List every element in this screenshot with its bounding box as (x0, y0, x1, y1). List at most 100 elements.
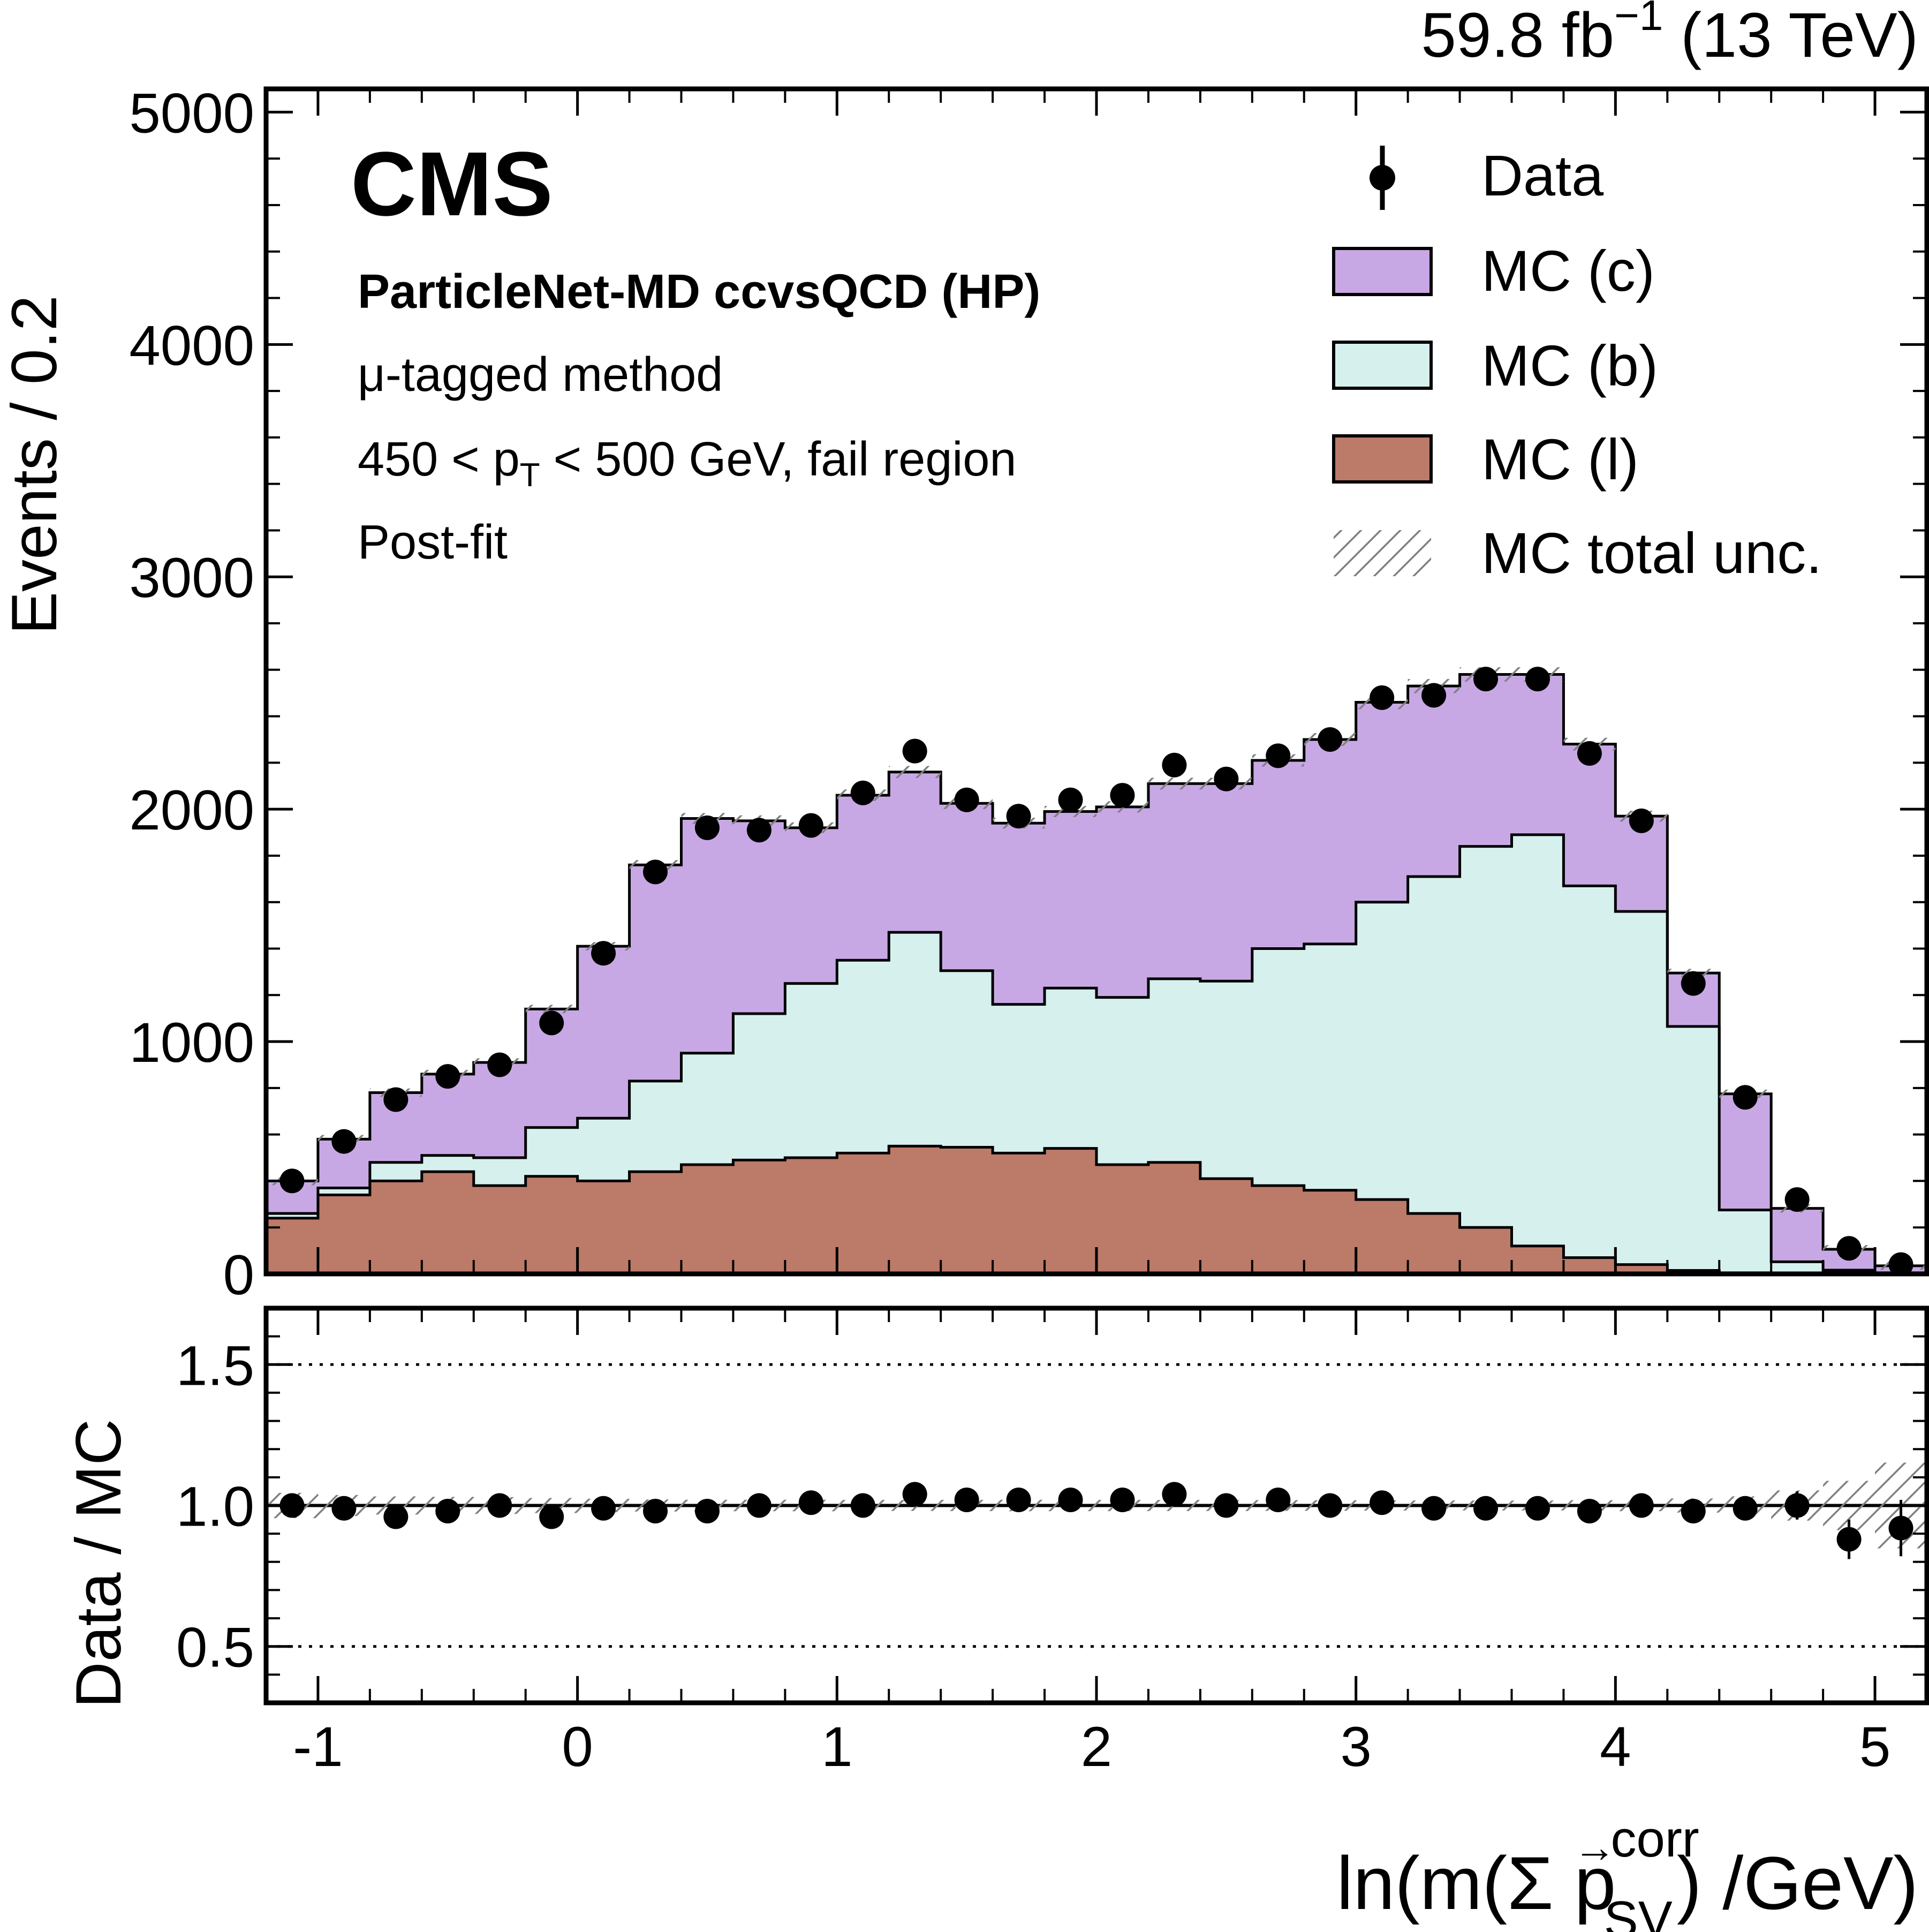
data-points (279, 667, 1913, 1274)
data-point (331, 1129, 357, 1154)
data-point (1888, 1252, 1913, 1274)
ratio-axis-ticks: 0.5 1.0 1.5 -1 0 1 2 3 4 5 (176, 1308, 1928, 1778)
x-tick-label: 0 (562, 1716, 593, 1778)
data-point (954, 787, 979, 812)
legend-swatch-mc-b (1332, 341, 1433, 390)
data-point (279, 1168, 305, 1194)
data-point (1629, 808, 1654, 833)
data-point (746, 818, 771, 843)
lumi-label: 59.8 fb−1 (13 TeV) (1421, 0, 1918, 71)
y-tick-label: 5000 (129, 82, 254, 145)
main-plot-frame (263, 86, 1929, 1277)
data-point (1525, 667, 1550, 692)
x-tick-label: 5 (1859, 1716, 1890, 1778)
mc-unc-band (889, 766, 941, 778)
mc-l-outline (266, 1144, 1927, 1274)
ratio-point (850, 1493, 875, 1518)
legend-mc-l-label: MC (l) (1481, 427, 1639, 492)
data-point (591, 941, 616, 966)
ratio-point (1421, 1496, 1447, 1521)
legend-entry-mc-b: MC (b) (1332, 333, 1658, 398)
data-point (539, 1010, 564, 1036)
ratio-point (1629, 1493, 1654, 1518)
data-point (1006, 804, 1031, 829)
y-tick-label: 0 (223, 1244, 254, 1307)
y-tick-label: 1000 (129, 1012, 254, 1074)
y-tick-label: 4000 (129, 314, 254, 377)
x-axis-title: ln(m(Σ p→corr SV) /GeV) (1336, 1810, 1918, 1932)
method-label: μ-tagged method (358, 348, 723, 402)
data-point (383, 1087, 409, 1112)
data-point (1784, 1187, 1810, 1212)
legend-swatch-mc-c (1332, 247, 1433, 296)
x-tick-label: 1 (821, 1716, 852, 1778)
data-point (1421, 683, 1447, 708)
ratio-point (746, 1493, 771, 1518)
ratio-point (1370, 1490, 1395, 1515)
legend-mc-c-label: MC (c) (1481, 238, 1655, 303)
data-point (850, 780, 875, 805)
ratio-y-tick-label: 1.5 (176, 1334, 254, 1397)
ratio-point (1836, 1527, 1862, 1552)
ratio-point (1266, 1487, 1291, 1512)
ratio-point (954, 1487, 979, 1512)
x-tick-label: -1 (293, 1716, 343, 1778)
ratio-point (1162, 1482, 1187, 1507)
ratio-y-tick-label: 0.5 (176, 1617, 254, 1679)
data-point (1058, 787, 1083, 812)
mc-unc-band (1148, 778, 1200, 790)
legend: Data MC (c) MC (b) MC (l) MC total unc. (1332, 143, 1822, 585)
data-point (1162, 752, 1187, 778)
data-point (487, 1052, 512, 1077)
y-tick-label: 2000 (129, 779, 254, 842)
ratio-point (539, 1504, 564, 1529)
ratio-point (1058, 1487, 1083, 1512)
ratio-point (1577, 1499, 1602, 1524)
ratio-point (902, 1482, 927, 1507)
y-axis-title-main: Events / 0.2 (0, 295, 70, 635)
ratio-point (1473, 1496, 1499, 1521)
ratio-point (435, 1499, 460, 1524)
ratio-point (1888, 1515, 1913, 1541)
data-point (1266, 743, 1291, 768)
stacked-mc-histograms (266, 667, 1927, 1274)
pt-region-label: 450 < pT < 500 GeV, fail region (358, 433, 1016, 494)
legend-mc-b-label: MC (b) (1481, 333, 1658, 398)
ratio-point (1214, 1493, 1239, 1518)
x-tick-label: 2 (1081, 1716, 1112, 1778)
ratio-point (331, 1496, 357, 1521)
legend-entry-mc-unc: MC total unc. (1334, 520, 1822, 585)
ratio-point (1318, 1493, 1343, 1518)
legend-entry-mc-l: MC (l) (1332, 427, 1639, 492)
data-point (1681, 971, 1706, 996)
ratio-point (1006, 1487, 1031, 1512)
main-panel: 0 1000 2000 3000 4000 5000 CMS ParticleNet-MD… (0, 82, 1929, 1307)
tagger-label: ParticleNet-MD ccvsQCD (HP) (358, 265, 1040, 319)
x-tick-label: 3 (1340, 1716, 1371, 1778)
ratio-y-tick-label: 1.0 (176, 1476, 254, 1538)
experiment-label: CMS (351, 133, 553, 235)
ratio-content (266, 1363, 1927, 1648)
y-axis-title-ratio: Data / MC (63, 1419, 134, 1708)
data-point (1370, 685, 1395, 710)
ratio-panel: 0.5 1.0 1.5 -1 0 1 2 3 4 5 Data / MC (63, 1305, 1929, 1778)
ratio-point (1681, 1499, 1706, 1524)
data-point (1577, 741, 1602, 766)
data-point (1473, 667, 1499, 692)
legend-entry-data: Data (1370, 143, 1604, 210)
ratio-point (1525, 1496, 1550, 1521)
data-point (1836, 1236, 1862, 1261)
fit-state-label: Post-fit (358, 516, 508, 569)
ratio-point (643, 1499, 668, 1524)
ratio-point (1733, 1496, 1758, 1521)
ratio-plot-frame (263, 1305, 1929, 1705)
data-point (1214, 766, 1239, 791)
data-point (643, 859, 668, 885)
data-point (1110, 783, 1135, 808)
ratio-point (383, 1504, 409, 1529)
data-point (1318, 727, 1343, 752)
data-point (694, 815, 720, 840)
ratio-point (591, 1496, 616, 1521)
ratio-point (1110, 1487, 1135, 1512)
